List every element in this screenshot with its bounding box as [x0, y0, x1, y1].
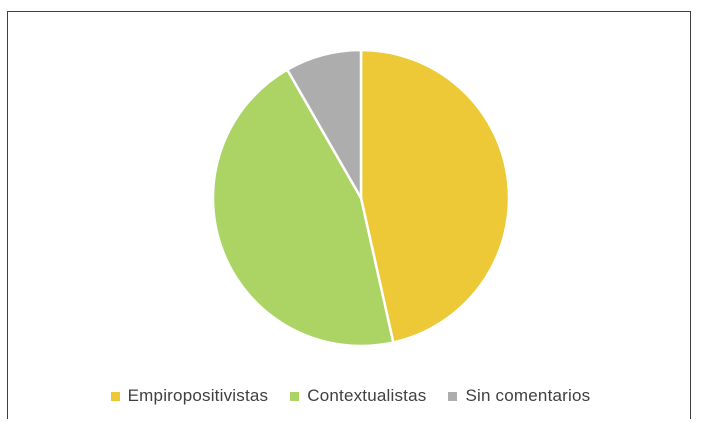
- legend-label-contextualistas: Contextualistas: [307, 386, 427, 405]
- legend-item-contextualistas: Contextualistas: [290, 386, 426, 406]
- pie-slice-empiropositivistas: [359, 48, 511, 344]
- legend-label-sin-comentarios: Sin comentarios: [465, 386, 591, 405]
- legend-swatch-empiropositivistas: [110, 391, 120, 401]
- pie-slice-sin-comentarios: [286, 48, 363, 200]
- legend-label-empiropositivistas: Empiropositivistas: [127, 386, 269, 405]
- legend-swatch-sin-comentarios: [448, 391, 458, 401]
- legend-item-empiropositivistas: Empiropositivistas: [110, 386, 269, 406]
- pie-slice-contextualistas: [211, 68, 395, 348]
- legend-item-sin-comentarios: Sin comentarios: [448, 386, 590, 406]
- legend-swatch-contextualistas: [290, 391, 300, 401]
- legend: Empiropositivistas Contextualistas Sin c…: [0, 371, 701, 421]
